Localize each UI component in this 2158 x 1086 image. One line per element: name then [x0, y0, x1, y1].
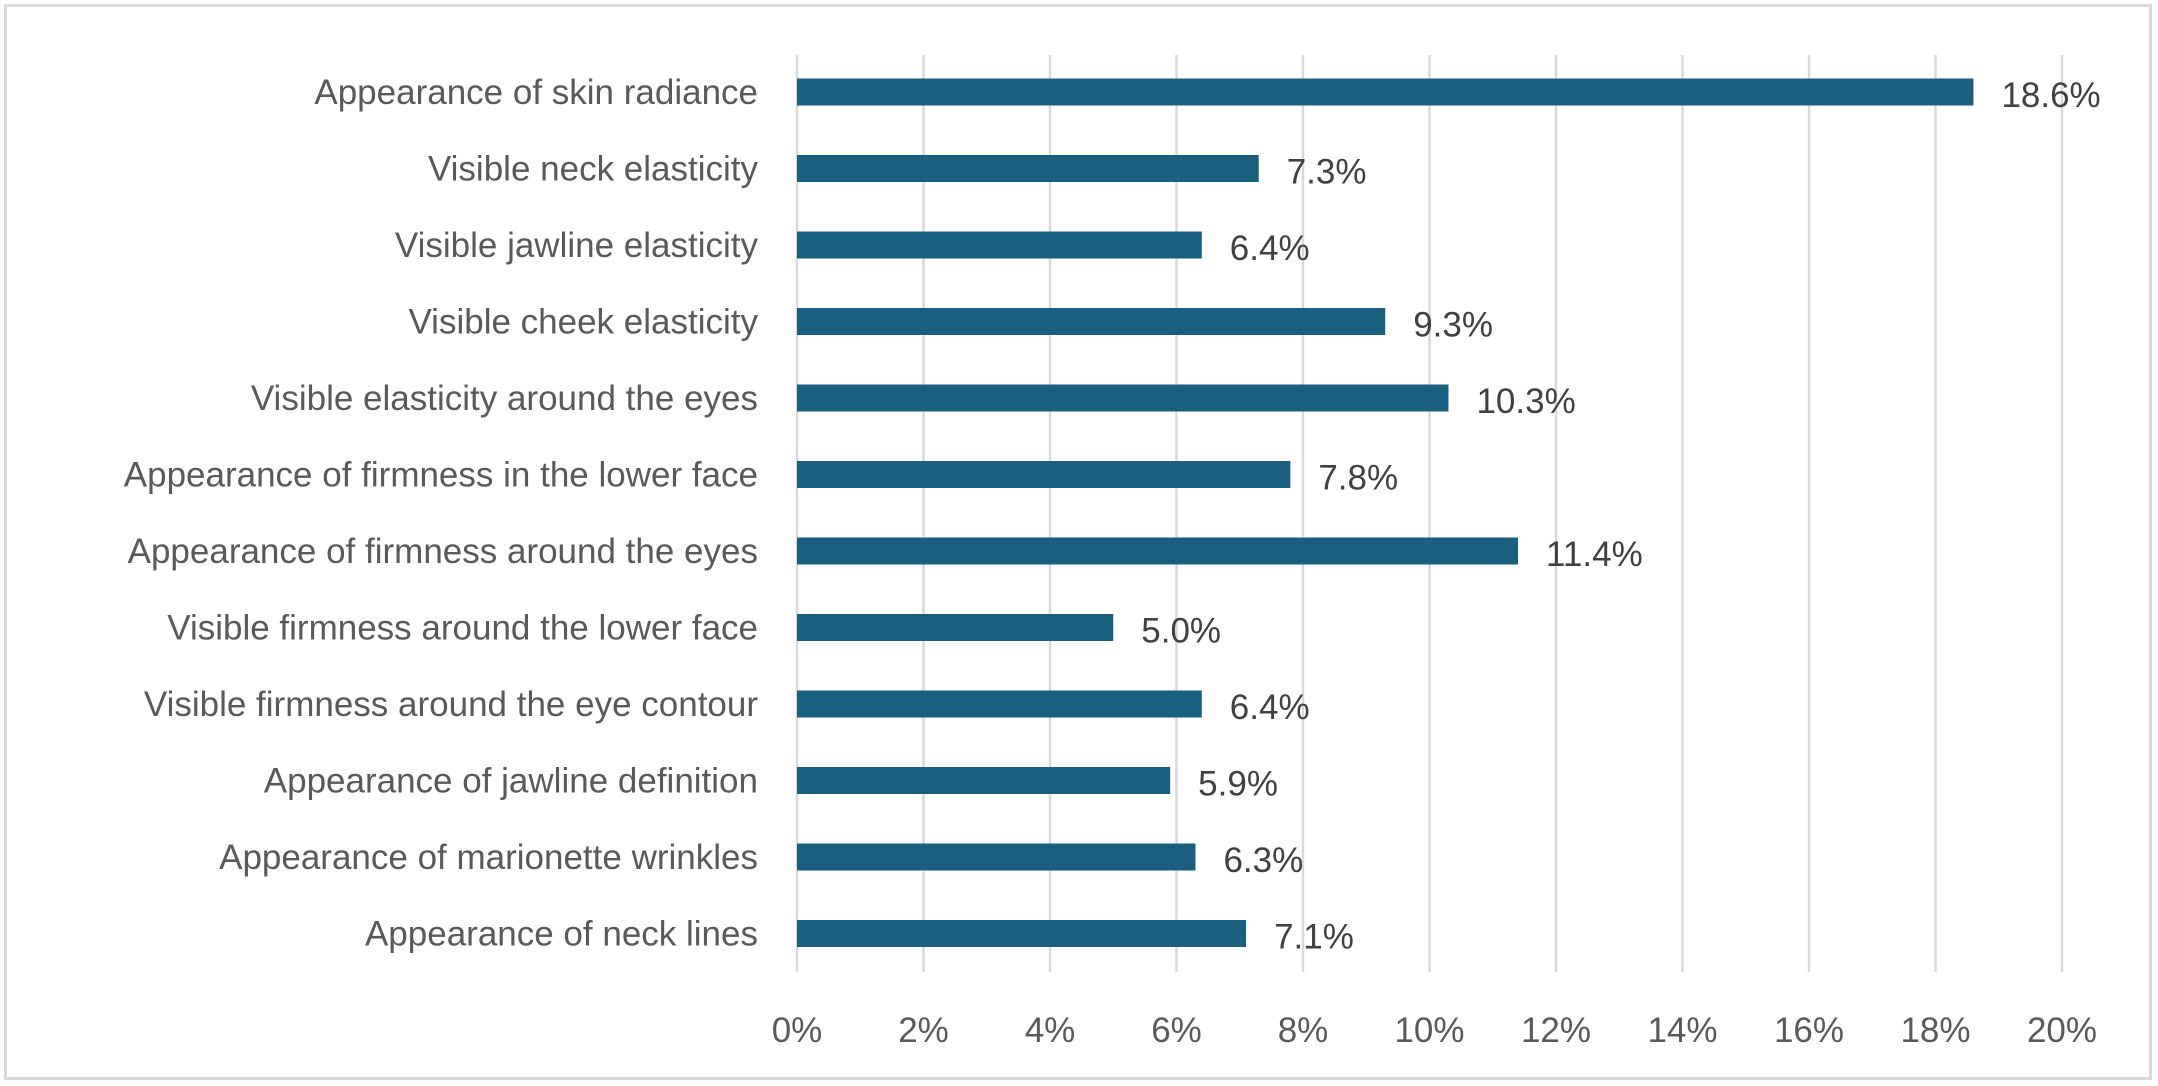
category-label: Visible elasticity around the eyes	[251, 379, 758, 418]
category-label: Appearance of skin radiance	[314, 73, 758, 112]
x-tick-label: 18%	[1900, 1011, 1970, 1050]
data-label: 10.3%	[1476, 382, 1575, 421]
x-tick-label: 2%	[898, 1011, 949, 1050]
x-tick-label: 4%	[1025, 1011, 1076, 1050]
bar	[797, 384, 1449, 412]
x-tick-label: 10%	[1394, 1011, 1464, 1050]
bar	[797, 155, 1259, 182]
x-tick-label: 8%	[1278, 1011, 1329, 1050]
x-tick-label: 20%	[2027, 1011, 2097, 1050]
bar	[797, 537, 1519, 565]
data-label: 6.3%	[1223, 841, 1303, 880]
bar	[797, 843, 1196, 871]
data-label: 5.0%	[1141, 612, 1221, 651]
data-label: 6.4%	[1230, 229, 1310, 268]
bar	[797, 308, 1386, 335]
bar	[797, 767, 1171, 794]
gridlines	[795, 55, 2064, 972]
x-tick-label: 16%	[1774, 1011, 1844, 1050]
bar	[797, 690, 1202, 718]
data-label: 7.1%	[1274, 918, 1354, 957]
data-label: 7.8%	[1318, 459, 1398, 498]
data-label: 18.6%	[2001, 76, 2100, 115]
category-label: Visible jawline elasticity	[395, 226, 759, 265]
bar	[797, 231, 1202, 259]
bars	[797, 78, 1974, 947]
category-labels: Appearance of skin radiance Visible neck …	[124, 73, 759, 954]
x-tick-label: 6%	[1151, 1011, 1202, 1050]
category-label: Visible firmness around the eye contour	[144, 685, 758, 724]
category-label: Appearance of neck lines	[365, 915, 758, 954]
bar	[797, 78, 1974, 106]
data-label: 9.3%	[1413, 306, 1493, 345]
data-label: 11.4%	[1546, 535, 1643, 574]
x-tick-label: 14%	[1647, 1011, 1717, 1050]
data-label: 5.9%	[1198, 765, 1278, 804]
category-label: Appearance of firmness around the eyes	[128, 532, 758, 571]
category-label: Appearance of marionette wrinkles	[219, 838, 758, 877]
x-tick-label: 0%	[772, 1011, 823, 1050]
x-tick-label: 12%	[1521, 1011, 1591, 1050]
category-label: Visible cheek elasticity	[408, 303, 758, 342]
bar	[797, 920, 1247, 947]
category-label: Appearance of jawline definition	[264, 762, 758, 801]
data-labels: 18.6%7.3%6.4%9.3%10.3%7.8%11.4%5.0%6.4%5…	[1141, 76, 2100, 957]
category-label: Appearance of firmness in the lower face	[124, 456, 758, 495]
bar	[797, 614, 1114, 641]
category-label: Visible neck elasticity	[428, 150, 759, 189]
bar	[797, 461, 1291, 488]
data-label: 7.3%	[1287, 153, 1367, 192]
category-label: Visible firmness around the lower face	[167, 609, 758, 648]
data-label: 6.4%	[1230, 688, 1310, 727]
x-axis-tick-labels: 0% 2% 4% 6% 8% 10% 12% 14% 16% 18% 20%	[772, 1011, 2097, 1050]
